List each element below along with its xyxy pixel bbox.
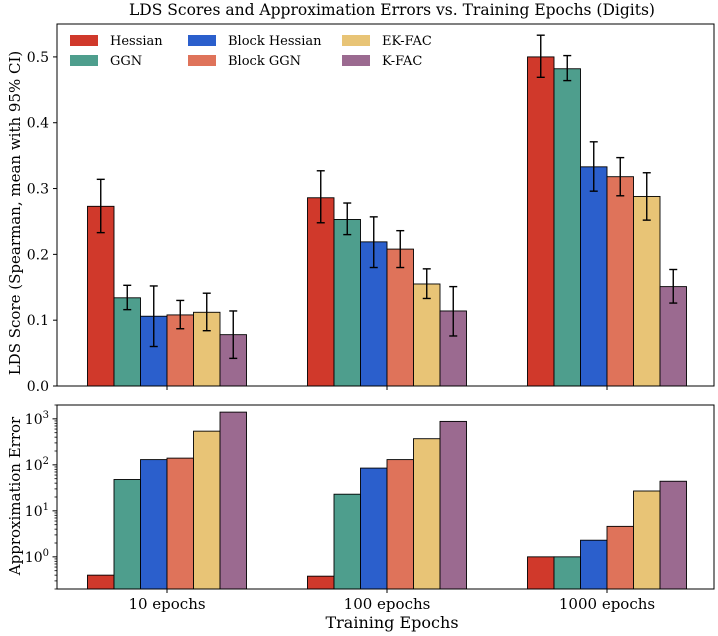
approx-error-bar bbox=[553, 556, 581, 590]
y-tick-label: 100 bbox=[25, 548, 49, 566]
approx-error-bar bbox=[527, 556, 555, 590]
x-tick-label: 1000 epochs bbox=[559, 595, 655, 613]
approx-error-bar bbox=[439, 420, 467, 590]
legend-label: K-FAC bbox=[382, 54, 422, 69]
legend-swatch bbox=[70, 55, 98, 66]
lds-bar bbox=[307, 197, 335, 387]
y-tick-label: 103 bbox=[25, 410, 49, 428]
y-tick-label: 101 bbox=[25, 502, 49, 520]
bottom-ylabel: Approximation Error bbox=[6, 416, 24, 576]
x-tick-label: 100 epochs bbox=[344, 595, 431, 613]
lds-score-panel: 0.0 0.1 0.2 0.3 0.4 0.5 bbox=[27, 23, 715, 395]
legend-label: EK-FAC bbox=[382, 34, 432, 49]
approx-error-bar bbox=[307, 575, 335, 590]
chart-title: LDS Scores and Approximation Errors vs. … bbox=[129, 1, 655, 19]
lds-bar bbox=[606, 176, 634, 387]
legend-label: GGN bbox=[110, 54, 142, 69]
top-axes-frame bbox=[56, 23, 715, 387]
approx-error-bar bbox=[606, 525, 634, 590]
bottom-xlabel: Training Epochs bbox=[325, 613, 458, 632]
approx-error-bar bbox=[219, 411, 247, 590]
lds-bar bbox=[633, 195, 661, 387]
x-tick-label: 10 epochs bbox=[128, 595, 205, 613]
approx-error-bar bbox=[633, 490, 661, 590]
approx-error-bar bbox=[413, 438, 441, 590]
lds-bar bbox=[333, 219, 361, 387]
approx-error-bar bbox=[140, 459, 168, 590]
legend-label: Block GGN bbox=[228, 54, 301, 69]
approx-error-bar bbox=[386, 459, 414, 590]
lds-bar bbox=[527, 56, 555, 387]
legend: Hessian GGN Block Hessian Block GGN EK-FAC K-… bbox=[70, 34, 432, 69]
approx-error-bar bbox=[360, 467, 388, 590]
y-tick-label: 102 bbox=[25, 456, 49, 474]
lds-bar bbox=[413, 283, 441, 387]
lds-bar bbox=[87, 205, 115, 387]
y-tick-label: 0.5 bbox=[27, 50, 49, 66]
lds-bar bbox=[580, 166, 608, 387]
approx-error-bar bbox=[87, 574, 115, 590]
y-tick-label: 0.3 bbox=[27, 182, 49, 198]
approx-error-bar bbox=[659, 480, 687, 590]
y-tick-label: 0.0 bbox=[27, 379, 49, 395]
legend-swatch bbox=[70, 35, 98, 46]
y-tick-label: 0.4 bbox=[27, 116, 49, 132]
legend-swatch bbox=[342, 35, 370, 46]
legend-label: Hessian bbox=[110, 34, 163, 49]
approximation-error-panel: 100 101 102 103 10 epochs 100 epochs 1000 epoc… bbox=[25, 404, 715, 613]
y-tick-label: 0.1 bbox=[27, 313, 49, 329]
approx-error-bar bbox=[113, 479, 141, 590]
approx-error-bar bbox=[580, 539, 608, 590]
approx-error-bar bbox=[333, 493, 361, 590]
lds-bar bbox=[386, 248, 414, 387]
lds-bar bbox=[113, 297, 141, 387]
legend-swatch bbox=[188, 35, 216, 46]
lds-bar bbox=[553, 68, 581, 387]
y-tick-label: 0.2 bbox=[27, 247, 49, 263]
approx-error-bar bbox=[193, 430, 221, 590]
approx-error-bar bbox=[166, 457, 194, 590]
top-ylabel: LDS Score (Spearman, mean with 95% CI) bbox=[6, 51, 24, 376]
legend-label: Block Hessian bbox=[228, 34, 322, 49]
legend-swatch bbox=[188, 55, 216, 66]
legend-swatch bbox=[342, 55, 370, 66]
